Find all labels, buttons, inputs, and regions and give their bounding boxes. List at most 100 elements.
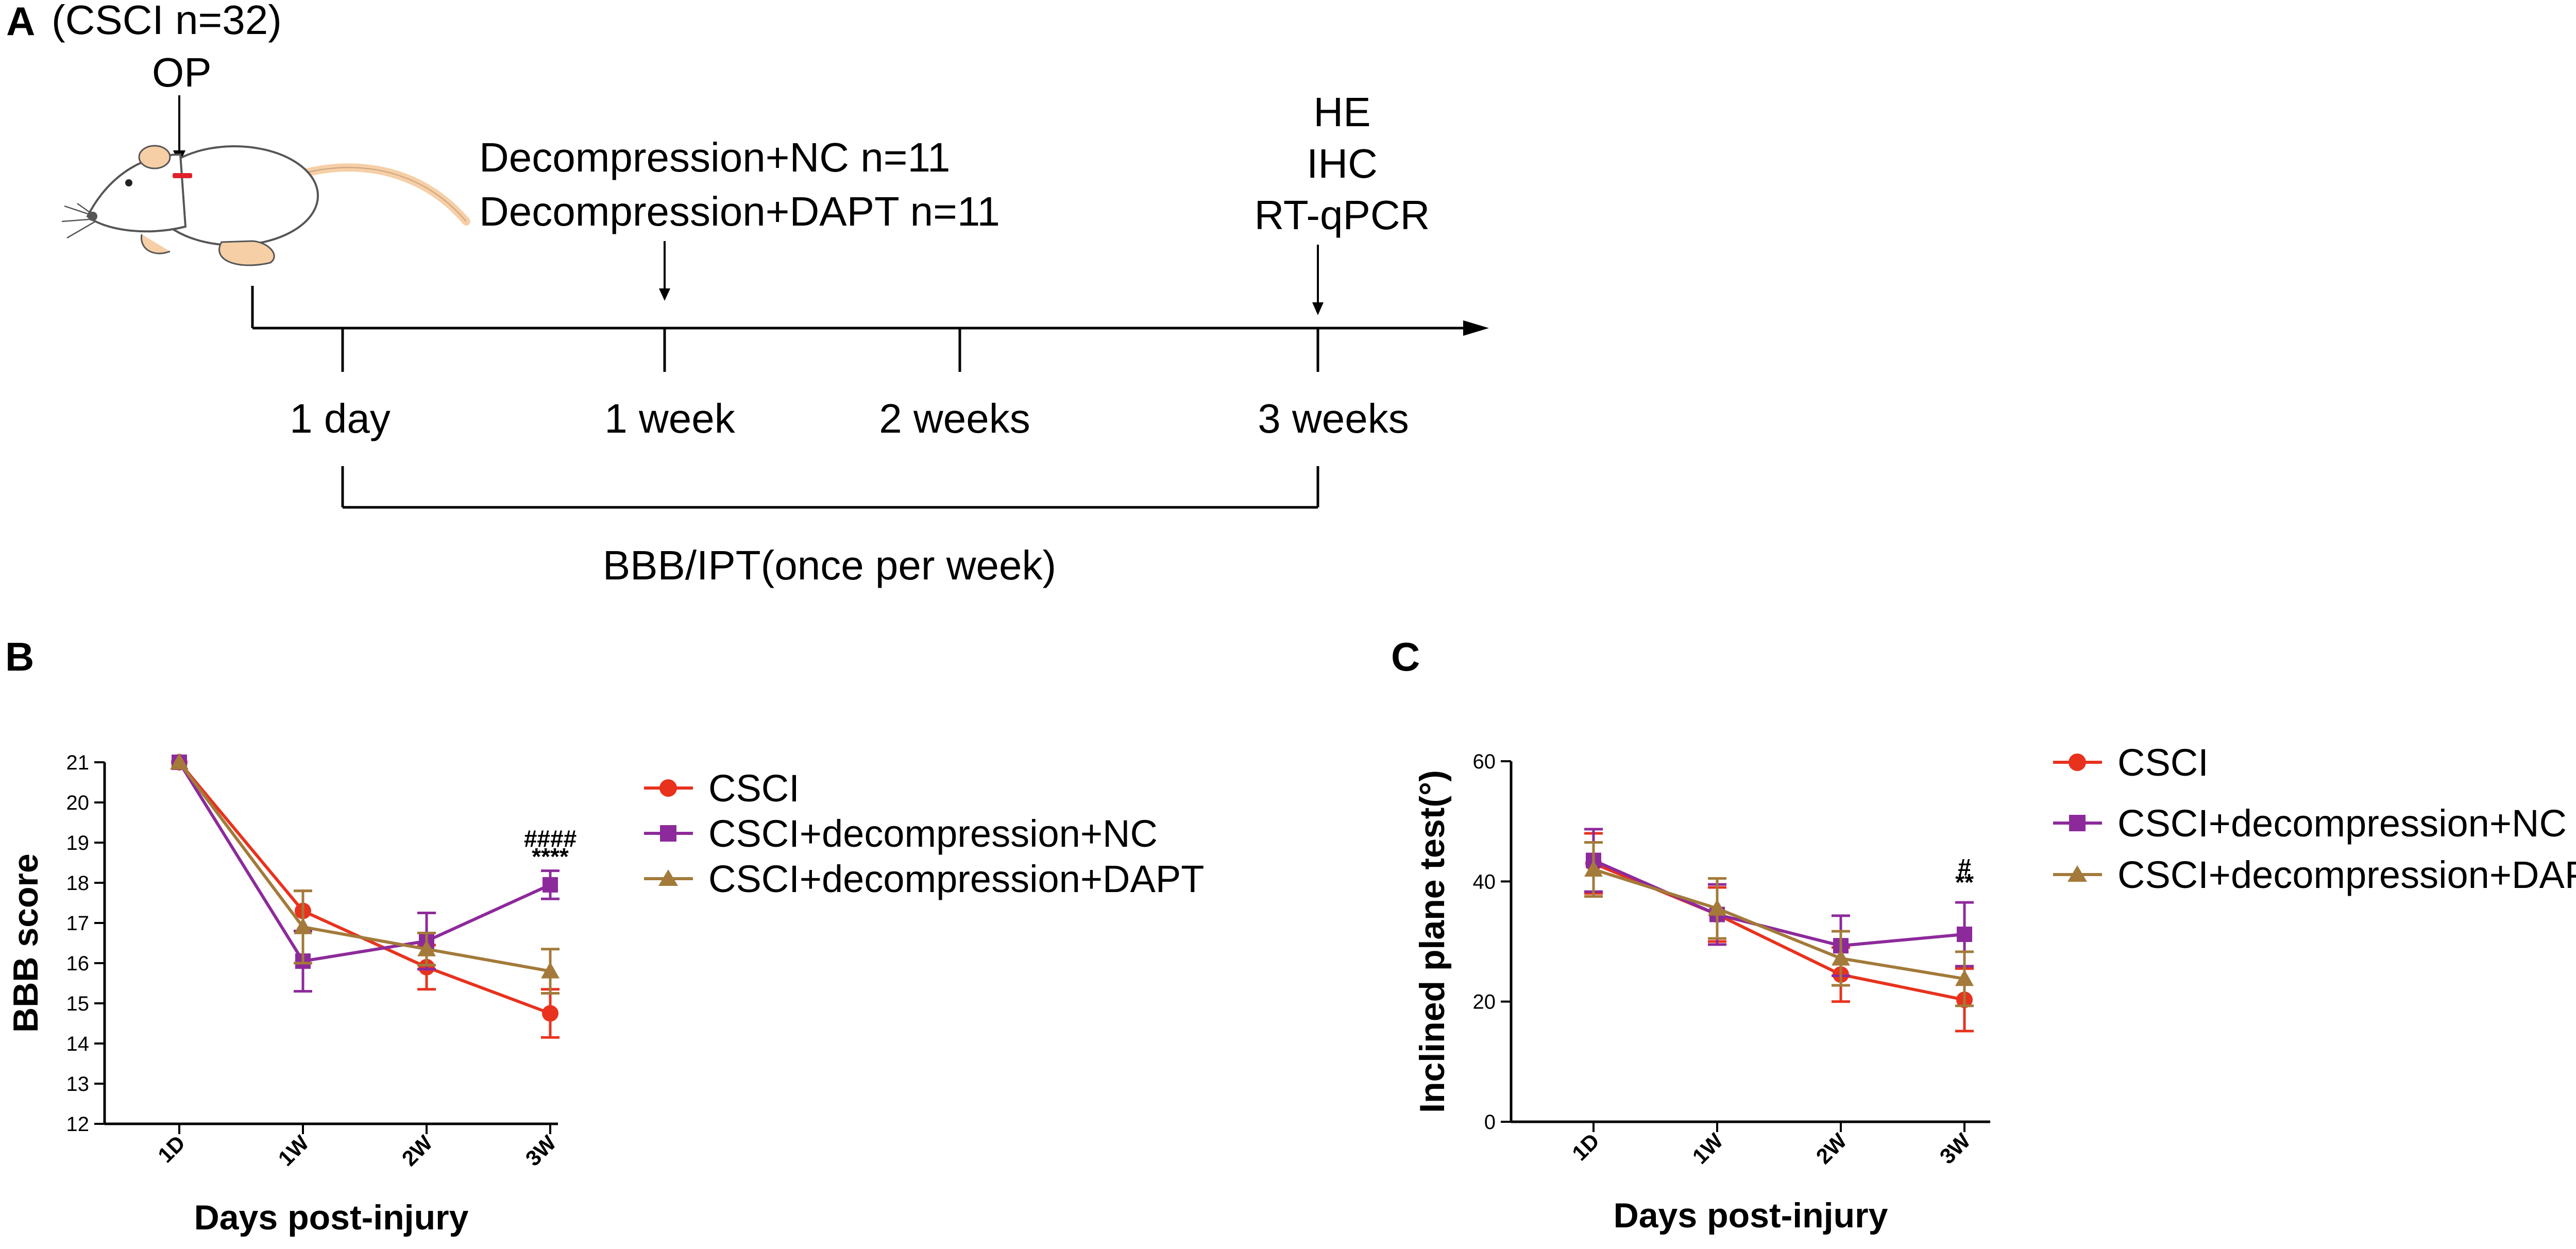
- chart-b-series-dapt-point: [417, 939, 436, 956]
- chart-b-significance-annotation: ####: [524, 825, 577, 852]
- chart-b-y-axis-title: BBB score: [6, 853, 45, 1033]
- chart-b-y-tick-label: 18: [66, 872, 90, 895]
- chart-c-y-tick-label: 0: [1484, 1111, 1496, 1134]
- mouse-ear: [138, 145, 171, 169]
- chart-b-series-dapt-point: [170, 753, 189, 769]
- chart-b-legend: CSCI CSCI+decompression+NC CSCI+decompre…: [644, 767, 1204, 900]
- chart-c-series-dapt-point: [1584, 860, 1603, 877]
- chart-c: C 0 20 40 60 1D 1W 2W 3W Days post-injury Incline…: [1391, 634, 2576, 1235]
- chart-c-x-tick-label: 3W: [1935, 1128, 1975, 1169]
- legend-b-nc-marker: [660, 825, 676, 842]
- chart-c-x-tick-label: 1W: [1688, 1128, 1728, 1169]
- chart-b: B 12 13 14 15 16 17 18 19 20 21 1D 1W 2W 3W Days post-…: [5, 634, 1204, 1237]
- tick-3-weeks: 3 weeks: [1258, 396, 1409, 441]
- chart-b-y-tick-label: 16: [66, 952, 90, 975]
- assay-he: HE: [1313, 89, 1370, 135]
- panel-a: A (CSCI n=32) OP Decompress: [6, 0, 1489, 588]
- legend-b-nc-label: CSCI+decompression+NC: [708, 812, 1158, 855]
- legend-c-dapt: CSCI+decompression+DAPT: [2053, 853, 2576, 896]
- chart-b-series-nc-point: [543, 877, 558, 893]
- legend-c-dapt-label: CSCI+decompression+DAPT: [2117, 853, 2576, 896]
- legend-c-csci-label: CSCI: [2117, 741, 2209, 784]
- chart-b-y-tick-label: 21: [66, 751, 90, 774]
- tick-1-week: 1 week: [604, 396, 735, 441]
- chart-c-y-tick-label: 20: [1473, 991, 1496, 1014]
- chart-c-series-dapt-point: [1832, 949, 1850, 966]
- treatment-line-nc: Decompression+NC n=11: [479, 134, 951, 180]
- chart-c-y-axis-title: Inclined plane test(°): [1413, 770, 1452, 1113]
- timeline-axis: [251, 286, 1489, 372]
- treatment-line-dapt: Decompression+DAPT n=11: [479, 189, 1000, 234]
- chart-b-y-tick-label: 13: [66, 1073, 90, 1096]
- chart-b-x-tick-label: 1W: [274, 1131, 314, 1171]
- chart-b-x-tick-label: 2W: [397, 1131, 437, 1171]
- legend-c-csci: CSCI: [2053, 741, 2209, 784]
- mouse-head: [86, 153, 187, 233]
- chart-c-significance-annotation: #: [1958, 854, 1971, 881]
- chart-b-x-axis-title: Days post-injury: [194, 1198, 469, 1237]
- tick-2-weeks: 2 weeks: [879, 396, 1030, 441]
- legend-b-dapt-label: CSCI+decompression+DAPT: [708, 858, 1204, 900]
- bracket-label: BBB/IPT(once per week): [603, 542, 1056, 588]
- legend-c-nc-marker: [2069, 815, 2086, 831]
- chart-c-x-axis-title: Days post-injury: [1614, 1196, 1888, 1235]
- chart-b-series-nc-line: [178, 761, 551, 963]
- chart-c-significance-annotation: **: [1955, 869, 1974, 896]
- incision-mark: [173, 173, 192, 178]
- chart-c-x-tick-label: 2W: [1811, 1128, 1852, 1169]
- chart-c-series-dapt-point: [1955, 969, 1974, 986]
- legend-c-csci-marker: [2069, 754, 2086, 771]
- chart-b-series-dapt-line: [178, 761, 551, 973]
- chart-b-plot: 12 13 14 15 16 17 18 19 20 21 1D 1W 2W 3W Days post-in…: [6, 751, 577, 1237]
- mouse-hind-paw: [218, 240, 275, 266]
- mouse-eye: [125, 179, 132, 186]
- chart-b-y-tick-label: 20: [66, 792, 90, 814]
- legend-b-csci-label: CSCI: [708, 767, 800, 810]
- chart-b-series-csci-line: [178, 761, 551, 1015]
- chart-b-series-dapt-point: [541, 962, 560, 979]
- panel-label-c: C: [1391, 634, 1420, 679]
- tick-1-day: 1 day: [290, 396, 391, 441]
- chart-b-series-dapt-point: [294, 917, 312, 934]
- chart-c-series-nc-point: [1957, 927, 1972, 942]
- legend-b-nc: CSCI+decompression+NC: [644, 812, 1158, 855]
- legend-b-csci-marker: [659, 779, 677, 797]
- assay-rtqpcr: RT-qPCR: [1255, 192, 1430, 238]
- mouse-tail-outline: [306, 167, 467, 222]
- chart-b-y-tick-label: 17: [66, 912, 90, 935]
- chart-c-legend: CSCI CSCI+decompression+NC CSCI+decompre…: [2053, 741, 2576, 896]
- legend-b-dapt-marker: [658, 869, 678, 886]
- legend-c-dapt-marker: [2067, 865, 2087, 882]
- panel-label-b: B: [5, 634, 34, 679]
- legend-b-dapt: CSCI+decompression+DAPT: [644, 858, 1204, 900]
- assay-arrow: [1312, 245, 1324, 315]
- chart-b-series-csci-point: [542, 1005, 558, 1022]
- legend-c-nc-label: CSCI+decompression+NC: [2117, 802, 2567, 845]
- panel-label-a: A: [6, 0, 35, 44]
- legend-c-nc: CSCI+decompression+NC: [2053, 802, 2567, 845]
- group-label: (CSCI n=32): [52, 0, 282, 43]
- chart-b-y-tick-label: 14: [66, 1033, 90, 1055]
- mouse-tail: [302, 163, 470, 226]
- chart-b-x-tick-label: 3W: [521, 1131, 561, 1171]
- assessment-bracket: [341, 466, 1319, 509]
- chart-c-y-tick-label: 60: [1473, 750, 1496, 773]
- chart-b-y-tick-label: 19: [66, 832, 90, 854]
- chart-c-y-tick-label: 40: [1473, 870, 1496, 893]
- chart-c-series-dapt-point: [1708, 899, 1726, 916]
- treatment-arrow: [659, 241, 670, 301]
- chart-b-y-tick-label: 12: [66, 1113, 90, 1136]
- op-label: OP: [152, 49, 212, 95]
- chart-b-y-tick-label: 15: [66, 993, 90, 1015]
- mouse-front-paw: [141, 234, 171, 254]
- mouse-illustration: [61, 145, 470, 266]
- legend-b-csci: CSCI: [644, 767, 800, 810]
- mouse-whiskers: [61, 202, 96, 239]
- chart-b-x-tick-label: 1D: [153, 1131, 190, 1167]
- chart-c-plot: 0 20 40 60 1D 1W 2W 3W Days post-injury Inclined …: [1413, 750, 1990, 1235]
- chart-b-significance-annotation: ****: [532, 843, 569, 870]
- chart-c-x-tick-label: 1D: [1567, 1128, 1604, 1165]
- chart-c-series-dapt-line: [1593, 868, 1965, 981]
- assay-ihc: IHC: [1307, 141, 1378, 186]
